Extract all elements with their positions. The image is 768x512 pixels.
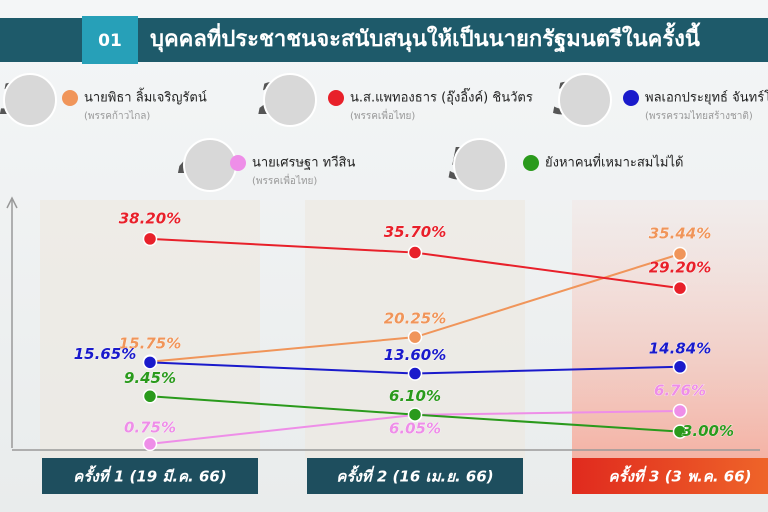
legend-name: ยังหาคนที่เหมาะสมไม่ได้ bbox=[545, 154, 683, 171]
value-label: 38.20% bbox=[119, 209, 181, 227]
legend-party: (พรรคเพื่อไทย) bbox=[350, 108, 415, 122]
chart-title: บุคคลที่ประชาชนจะสนับสนุนให้เป็นนายกรัฐม… bbox=[150, 22, 701, 53]
badge bbox=[82, 16, 138, 64]
category-box bbox=[572, 458, 768, 494]
legend-name: นายเศรษฐา ทวีสิน bbox=[252, 155, 355, 171]
value-label: 13.60% bbox=[384, 346, 446, 364]
value-label: 9.45% bbox=[124, 369, 176, 387]
portrait bbox=[263, 73, 317, 127]
legend-dot bbox=[62, 90, 78, 106]
point bbox=[142, 389, 158, 404]
point bbox=[672, 403, 688, 419]
portrait bbox=[453, 138, 507, 192]
category-box bbox=[42, 458, 258, 494]
portrait bbox=[3, 73, 57, 127]
value-label: 15.75% bbox=[119, 334, 181, 352]
legend-party: (พรรครวมไทยสร้างชาติ) bbox=[645, 110, 753, 122]
legend-dot bbox=[328, 90, 344, 106]
value-label: 6.76% bbox=[654, 381, 706, 399]
point bbox=[672, 280, 688, 296]
legend-party: (พรรคก้าวไกล) bbox=[84, 110, 150, 122]
portrait bbox=[558, 73, 612, 127]
legend-name: น.ส.แพทองธาร (อุ๊งอิ๊งค์) ชินวัตร bbox=[350, 88, 533, 106]
legend-party: (พรรคเพื่อไทย) bbox=[252, 173, 317, 187]
point bbox=[142, 355, 158, 370]
portrait bbox=[183, 138, 237, 192]
legend-dot bbox=[523, 155, 539, 171]
value-label: 35.44% bbox=[649, 224, 711, 242]
point bbox=[672, 359, 688, 375]
highlight-column bbox=[572, 200, 768, 460]
legend-name: พลเอกประยุทธ์ จันทร์โอชา bbox=[645, 90, 768, 106]
point bbox=[142, 436, 158, 452]
value-label: 14.84% bbox=[649, 339, 711, 357]
point bbox=[407, 407, 423, 422]
point bbox=[407, 329, 423, 345]
point bbox=[407, 366, 423, 381]
value-label: 3.00% bbox=[682, 422, 734, 440]
category-box bbox=[307, 458, 523, 494]
value-label: 6.10% bbox=[389, 387, 441, 405]
value-label: 15.65% bbox=[74, 345, 136, 363]
value-label: 20.25% bbox=[384, 310, 446, 328]
value-label: 35.70% bbox=[384, 223, 446, 241]
legend-dot bbox=[230, 155, 246, 171]
legend-dot bbox=[623, 90, 639, 106]
x-tick-label: ครั้งที่ 1 (19 มี.ค. 66) bbox=[73, 465, 226, 486]
legend-name: นายพิธา ลิ้มเจริญรัตน์ bbox=[84, 88, 207, 106]
value-label: 29.20% bbox=[649, 259, 711, 277]
point bbox=[142, 231, 158, 247]
value-label: 6.05% bbox=[389, 419, 441, 437]
x-tick-label: ครั้งที่ 2 (16 เม.ย. 66) bbox=[336, 465, 493, 486]
value-label: 0.75% bbox=[124, 418, 176, 436]
point bbox=[672, 424, 688, 439]
point bbox=[672, 246, 688, 262]
x-tick-label: ครั้งที่ 3 (3 พ.ค. 66) bbox=[609, 465, 752, 486]
axis-arrow bbox=[6, 196, 18, 209]
badge-text: 01 bbox=[98, 31, 122, 51]
point bbox=[407, 245, 423, 260]
